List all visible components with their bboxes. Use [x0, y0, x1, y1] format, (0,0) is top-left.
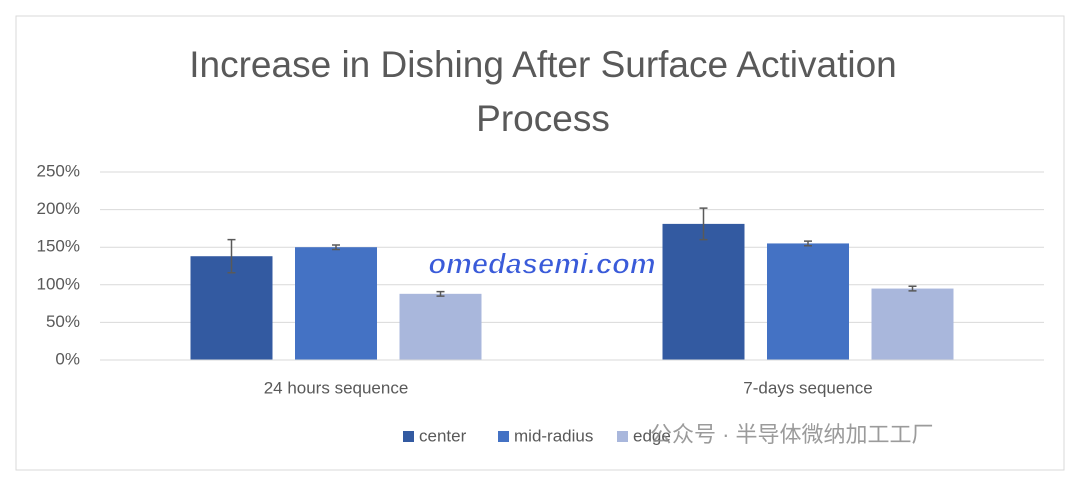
chart-title: Increase in Dishing After Surface Activa…	[189, 44, 897, 139]
legend-label: mid-radius	[514, 426, 593, 445]
y-tick-label: 0%	[55, 349, 80, 368]
x-tick-label: 24 hours sequence	[264, 378, 409, 397]
watermark: omedasemi.com	[428, 249, 655, 281]
y-tick-label: 250%	[37, 161, 80, 180]
error-bar	[227, 238, 236, 274]
legend-label: edge	[633, 426, 671, 445]
error-bar	[804, 240, 812, 247]
legend-label: center	[419, 426, 467, 445]
error-bar	[436, 290, 445, 297]
error-bar	[908, 285, 917, 292]
error-bar	[699, 207, 708, 241]
error-bar	[332, 244, 340, 251]
chart-border	[15, 15, 1065, 471]
legend-swatch	[403, 431, 414, 442]
y-tick-label: 200%	[37, 199, 80, 218]
x-tick-label: 7-days sequence	[743, 378, 872, 397]
watermark: 公众号 · 半导体微纳加工工厂	[650, 422, 934, 447]
bar	[767, 243, 849, 360]
bar	[190, 256, 273, 360]
y-tick-label: 100%	[37, 274, 80, 293]
legend-swatch	[617, 431, 628, 442]
y-tick-label: 150%	[37, 237, 80, 256]
bar	[871, 288, 954, 360]
bar	[662, 223, 745, 360]
bar	[399, 293, 482, 360]
y-tick-label: 50%	[46, 312, 80, 331]
legend-swatch	[498, 431, 509, 442]
bar	[295, 247, 377, 360]
